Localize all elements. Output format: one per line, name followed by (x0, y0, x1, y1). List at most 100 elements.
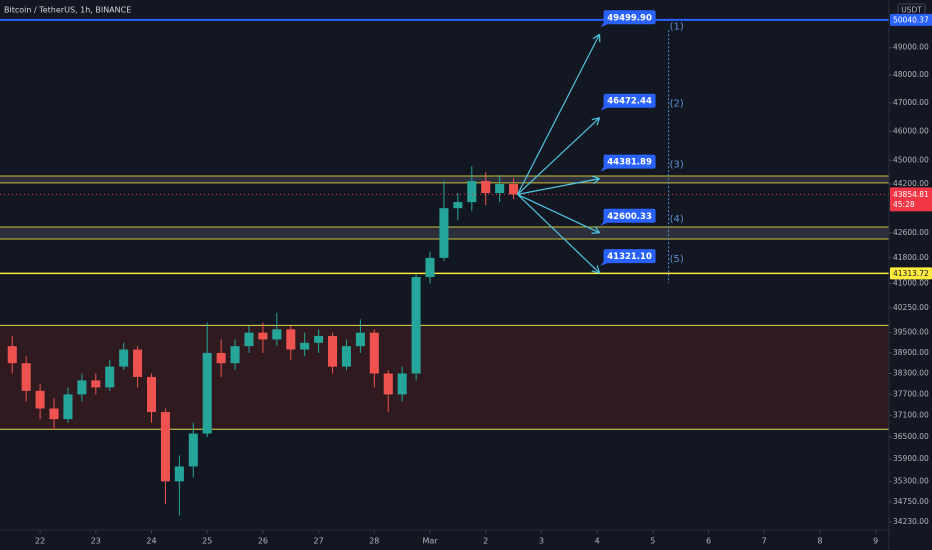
candle-body (21, 363, 31, 391)
y-tick-label: 39500.00 (893, 328, 929, 337)
candle-body (439, 208, 449, 258)
candle-body (355, 332, 365, 347)
y-tick-label: 36500.00 (893, 432, 929, 441)
target-label: 41321.10 (607, 252, 652, 262)
candle-body (425, 257, 435, 277)
candle-body (272, 329, 282, 340)
candle-body (63, 394, 73, 420)
candle-body (202, 352, 212, 434)
x-tick-label: 8 (817, 537, 822, 546)
target-box (603, 249, 656, 264)
arrow-head (591, 175, 600, 180)
arrow-head (596, 117, 601, 126)
target-label: 49499.90 (607, 13, 652, 23)
candle-body (314, 336, 324, 343)
current-price-box (890, 187, 932, 212)
y-tick-label: 34750.00 (893, 497, 929, 506)
candle-body (188, 433, 198, 467)
level-label: 41313.72 (893, 269, 929, 278)
target-label: 42600.33 (607, 212, 652, 222)
x-tick-label: Mar (422, 537, 438, 546)
y-tick-label: 46000.00 (893, 126, 929, 135)
candle-body (77, 380, 87, 395)
candle-body (133, 349, 143, 377)
target-box (603, 93, 656, 108)
y-tick-label: 37100.00 (893, 411, 929, 420)
y-tick-label: 37700.00 (893, 389, 929, 398)
candle-body (369, 332, 379, 374)
candle-body (146, 376, 157, 413)
candle-body (397, 373, 407, 395)
target-tag: (5) (670, 254, 684, 265)
y-tick-label: 42600.00 (893, 228, 929, 237)
projection-arrow (517, 117, 600, 195)
target-tag: (2) (670, 99, 684, 110)
target-label: 46472.44 (607, 97, 652, 107)
x-tick-label: 6 (706, 537, 711, 546)
candle-body (105, 366, 115, 388)
currency: USDT (901, 6, 922, 15)
arrow-head (594, 225, 601, 234)
plot-area: 22 23 24 25 26 27 28 Mar 2 3 4 5 6 7 8 949499.90(1)4647… (0, 10, 889, 546)
arrow-head (592, 33, 600, 40)
candle-body (160, 412, 170, 482)
candle-body (35, 390, 45, 409)
target-tag: (1) (670, 21, 684, 32)
x-tick-label: 27 (314, 537, 324, 546)
y-tick-label: 34230.00 (893, 517, 929, 526)
chart-title: Bitcoin / TetherUS, 1h, BINANCE (4, 6, 131, 15)
y-tick-label: 35300.00 (893, 476, 929, 485)
y-tick-label: 41000.00 (893, 278, 929, 287)
target-label: 44381.89 (607, 158, 652, 168)
candle-body (258, 332, 268, 340)
demand-zone (0, 325, 889, 430)
band-fill (0, 175, 889, 183)
y-tick-label: 44200.00 (893, 179, 929, 188)
candle-body (411, 276, 421, 374)
candle-body (341, 346, 351, 367)
x-tick-label: 2 (483, 537, 488, 546)
y-tick-label: 45000.00 (893, 155, 929, 164)
candle-body (467, 181, 477, 203)
arrow-head (596, 265, 601, 274)
candle-body (300, 342, 310, 350)
y-tick-label: 48000.00 (893, 70, 929, 79)
y-tick-label: 49000.00 (893, 43, 929, 52)
x-tick-label: 25 (202, 537, 212, 546)
x-tick-label: 24 (146, 537, 156, 546)
x-tick-label: 22 (35, 537, 45, 546)
projection-arrow (517, 178, 600, 195)
x-tick-label: 23 (91, 537, 101, 546)
candle-body (495, 184, 505, 194)
x-tick-label: 28 (369, 537, 379, 546)
candle-body (383, 373, 393, 395)
level-label: 50040.37 (893, 15, 929, 24)
candle-body (453, 202, 463, 209)
target-box (603, 208, 656, 223)
arrow-head (593, 178, 600, 185)
target-box (603, 154, 656, 169)
target-tag: (3) (670, 160, 684, 171)
candle-body (7, 346, 17, 364)
target-tag: (4) (670, 214, 684, 225)
x-tick-label: 7 (762, 537, 767, 546)
projection-arrow (517, 193, 600, 274)
candle-body (174, 466, 184, 482)
countdown: 45:28 (893, 200, 915, 209)
arrow-head (591, 270, 600, 274)
x-tick-label: 4 (595, 537, 600, 546)
candle-body (91, 380, 101, 388)
candle-body (509, 184, 519, 195)
x-tick-label: 9 (873, 537, 878, 546)
candle-body (286, 329, 296, 350)
current-price-label: 43854.81 (893, 190, 929, 199)
arrow-head (591, 117, 600, 121)
x-tick-label: 3 (539, 537, 544, 546)
candle-body (328, 336, 338, 367)
x-tick-label: 5 (650, 537, 655, 546)
candle-body (481, 181, 491, 194)
y-tick-label: 40250.00 (893, 303, 929, 312)
level-label-box (890, 13, 932, 26)
